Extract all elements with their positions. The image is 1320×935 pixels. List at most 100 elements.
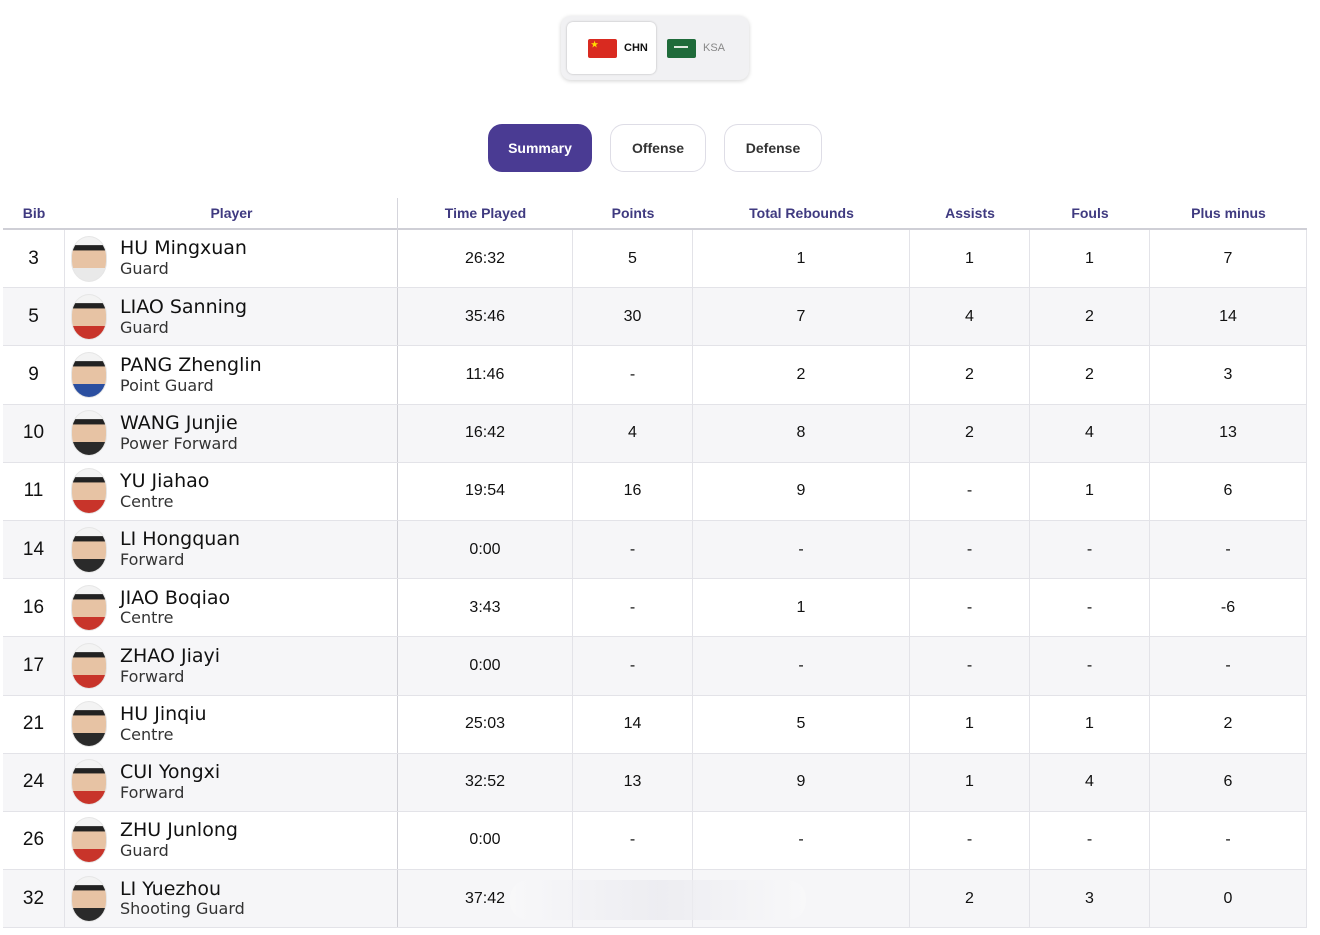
total-rebounds-cell: 5: [693, 695, 910, 753]
player-cell[interactable]: YU Jiahao Centre: [65, 462, 398, 520]
plus-minus-cell: -: [1150, 520, 1307, 579]
player-info: JIAO Boqiao Centre: [120, 586, 231, 628]
player-name[interactable]: CUI Yongxi: [120, 761, 221, 784]
header-time-played[interactable]: Time Played: [444, 205, 527, 221]
player-name[interactable]: HU Jinqiu: [120, 702, 207, 725]
assists-cell: 2: [910, 346, 1030, 404]
player-name[interactable]: JIAO Boqiao: [120, 586, 231, 609]
table-row[interactable]: 26 ZHU Junlong Guard 0:00- - - - -: [3, 811, 1307, 871]
bib-cell: 14: [3, 520, 65, 579]
assists-cell: 1: [910, 695, 1030, 753]
table-row[interactable]: 16 JIAO Boqiao Centre 3:43-1- - -6: [3, 579, 1307, 638]
table-row[interactable]: 9 PANG Zhenglin Point Guard 11:46-2 2 2 3: [3, 346, 1307, 405]
bib-cell: 21: [3, 695, 65, 753]
player-name[interactable]: WANG Junjie: [120, 412, 238, 435]
tab-offense[interactable]: Offense: [610, 124, 706, 172]
table-row[interactable]: 3 HU Mingxuan Guard 26:32 5 1 1 1 7: [3, 230, 1307, 289]
player-name[interactable]: ZHAO Jiayi: [120, 644, 221, 667]
table-row[interactable]: 24 CUI Yongxi Forward 32:52 13 9 1 4 6: [3, 753, 1307, 812]
player-info: YU Jiahao Centre: [120, 470, 210, 512]
table-row[interactable]: 11 YU Jiahao Centre 19:54 16 9-1 6: [3, 462, 1307, 521]
header-bib[interactable]: Bib: [22, 205, 46, 221]
player-cell[interactable]: HU Mingxuan Guard: [65, 230, 398, 288]
total-rebounds-cell: 9: [693, 462, 910, 520]
player-name[interactable]: LI Hongquan: [120, 528, 241, 551]
header-total-rebounds[interactable]: Total Rebounds: [749, 205, 854, 221]
player-position: Shooting Guard: [120, 899, 245, 919]
assists-cell: -: [910, 520, 1030, 579]
table-header: Bib Player Time Played Points Total Rebo…: [3, 196, 1307, 230]
bib-cell: 9: [3, 346, 65, 404]
plus-minus-cell: 13: [1150, 404, 1307, 462]
team-button-chn[interactable]: CHN: [567, 22, 656, 74]
tab-defense[interactable]: Defense: [724, 124, 822, 172]
player-cell[interactable]: PANG Zhenglin Point Guard: [65, 346, 398, 404]
player-cell[interactable]: WANG Junjie Power Forward: [65, 404, 398, 462]
fouls-cell: 1: [1030, 695, 1150, 753]
time-played-cell: 0:00: [398, 520, 573, 579]
fouls-cell: 4: [1030, 404, 1150, 462]
player-name[interactable]: LIAO Sanning: [120, 295, 248, 318]
player-name[interactable]: HU Mingxuan: [120, 237, 247, 260]
bib-cell: 32: [3, 870, 65, 928]
fouls-cell: -: [1030, 811, 1150, 870]
header-plus-minus[interactable]: Plus minus: [1191, 205, 1266, 221]
plus-minus-cell: 6: [1150, 753, 1307, 811]
player-position: Centre: [120, 492, 174, 512]
player-cell[interactable]: ZHU Junlong Guard: [65, 811, 398, 870]
box-score-table: Bib Player Time Played Points Total Rebo…: [3, 196, 1307, 929]
table-row[interactable]: 5 LIAO Sanning Guard 35:46 30 7 4 2 14: [3, 288, 1307, 347]
assists-cell: -: [910, 811, 1030, 870]
time-played-cell: 35:46: [398, 288, 573, 346]
assists-cell: 2: [910, 404, 1030, 462]
player-position: Forward: [120, 783, 185, 802]
fouls-cell: 1: [1030, 462, 1150, 520]
plus-minus-cell: -6: [1150, 579, 1307, 637]
player-name[interactable]: ZHU Junlong: [120, 819, 238, 842]
assists-cell: 1: [910, 753, 1030, 811]
player-cell[interactable]: LIAO Sanning Guard: [65, 288, 398, 346]
player-cell[interactable]: LI Hongquan Forward: [65, 520, 398, 579]
player-info: ZHU Junlong Guard: [120, 819, 238, 861]
table-row[interactable]: 21 HU Jinqiu Centre 25:03 14 5 1 1 2: [3, 695, 1307, 754]
player-position: Guard: [120, 841, 169, 861]
header-points[interactable]: Points: [611, 205, 655, 221]
player-name[interactable]: LI Yuezhou: [120, 877, 222, 900]
player-cell[interactable]: LI Yuezhou Shooting Guard: [65, 870, 398, 928]
header-fouls[interactable]: Fouls: [1071, 205, 1109, 221]
player-cell[interactable]: HU Jinqiu Centre: [65, 695, 398, 753]
avatar: [71, 351, 107, 398]
bib-cell: 10: [3, 404, 65, 462]
tab-summary[interactable]: Summary: [488, 124, 592, 172]
total-rebounds-cell: 9: [693, 753, 910, 811]
player-position: Centre: [120, 724, 174, 744]
table-row[interactable]: 17 ZHAO Jiayi Forward 0:00- - - - -: [3, 637, 1307, 696]
player-cell[interactable]: ZHAO Jiayi Forward: [65, 637, 398, 695]
fouls-cell: -: [1030, 637, 1150, 695]
time-played-cell: 25:03: [398, 695, 573, 753]
points-cell: -: [573, 811, 693, 870]
china-flag-icon: [588, 38, 617, 58]
plus-minus-cell: 7: [1150, 230, 1307, 288]
avatar: [71, 584, 107, 631]
team-button-ksa[interactable]: KSA: [667, 22, 743, 74]
player-info: PANG Zhenglin Point Guard: [120, 353, 262, 395]
total-rebounds-cell: 8: [693, 404, 910, 462]
header-assists[interactable]: Assists: [945, 205, 995, 221]
table-row[interactable]: 10 WANG Junjie Power Forward 16:42 4 8 2 4 13: [3, 404, 1307, 463]
team-code-ksa: KSA: [703, 42, 726, 54]
player-name[interactable]: PANG Zhenglin: [120, 353, 262, 376]
player-info: HU Mingxuan Guard: [120, 237, 247, 279]
player-name[interactable]: YU Jiahao: [120, 470, 210, 493]
time-played-cell: 32:52: [398, 753, 573, 811]
bib-cell: 26: [3, 811, 65, 870]
player-cell[interactable]: CUI Yongxi Forward: [65, 753, 398, 811]
header-player[interactable]: Player: [210, 205, 253, 221]
table-row[interactable]: 14 LI Hongquan Forward 0:00- - - - -: [3, 520, 1307, 580]
fouls-cell: 4: [1030, 753, 1150, 811]
player-cell[interactable]: JIAO Boqiao Centre: [65, 579, 398, 637]
points-cell: 13: [573, 753, 693, 811]
header-divider: [397, 198, 398, 230]
avatar: [71, 410, 107, 457]
fouls-cell: 2: [1030, 288, 1150, 346]
